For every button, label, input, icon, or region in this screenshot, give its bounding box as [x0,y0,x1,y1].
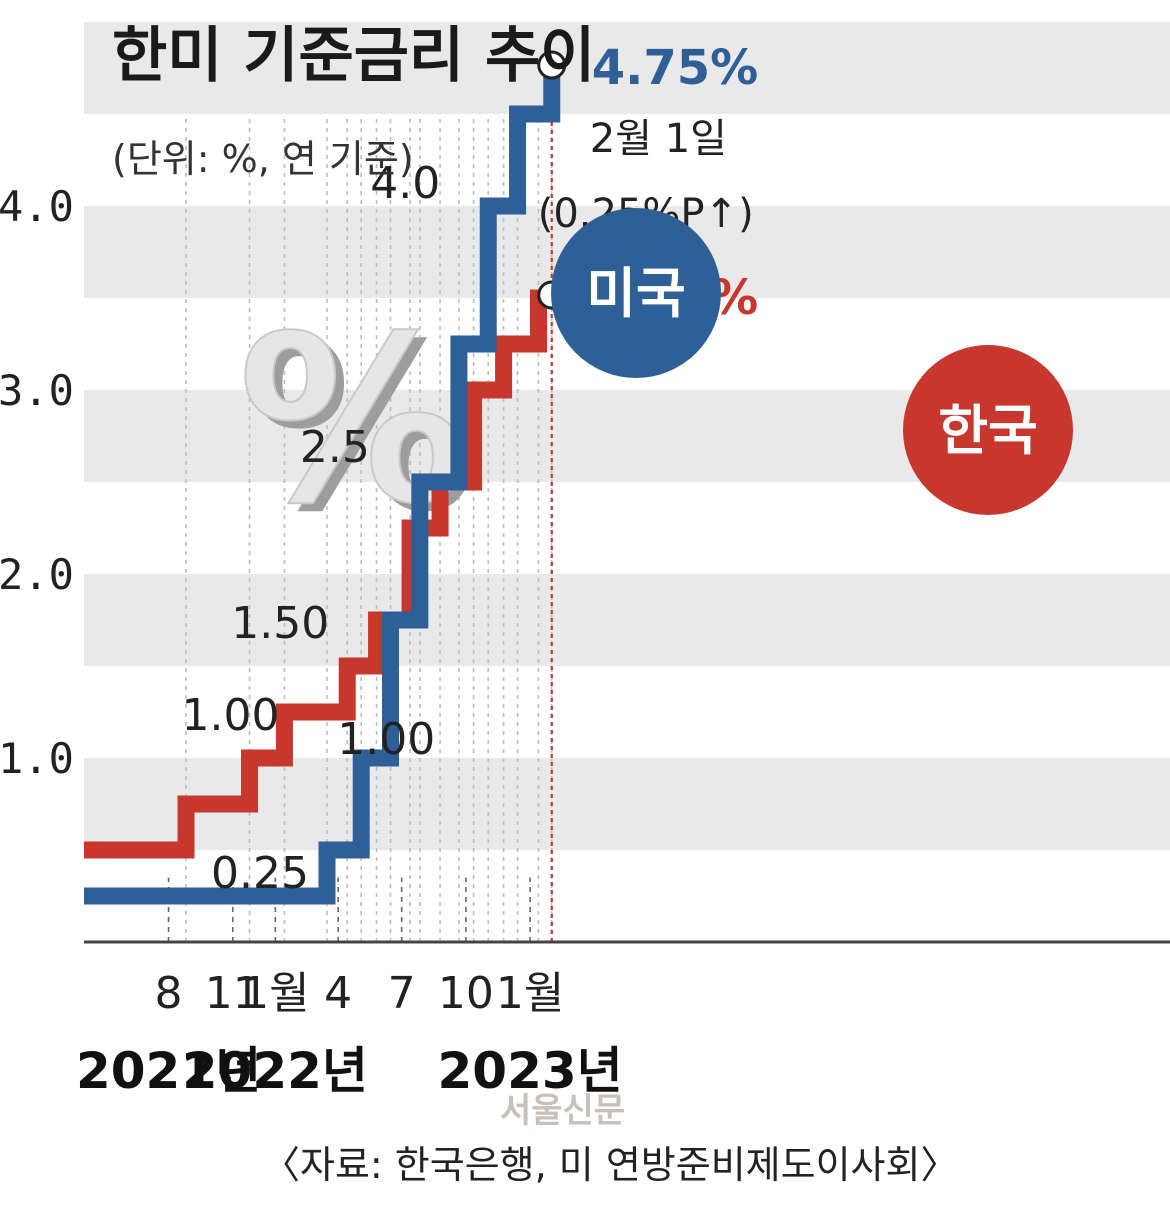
chart-labels: 1.001.500.251.002.54.04.75%3.50%2월 1일(0.… [182,40,1073,899]
badge-label: 미국 [586,262,685,325]
unit-label: (단위: %, 연 기준) [112,137,414,181]
y-tick-label: 1.0 [0,734,74,783]
x-tick-label: 7 [388,968,416,1019]
badge-label: 한국 [938,399,1037,462]
source-text: 〈자료: 한국은행, 미 연방준비제도이사회〉 [262,1143,958,1187]
percent-symbol: % [238,288,468,555]
value-label: 4.0 [370,158,440,209]
latest-marker [537,50,567,80]
x-tick-label: 1월 [241,968,309,1019]
chart-title: 한미 기준금리 추이 [112,21,595,91]
grid-band [84,758,1170,850]
value-label: 2.5 [300,422,370,473]
y-tick-label: 2.0 [0,550,74,599]
grid-band [84,574,1170,666]
badge-circle [551,208,721,378]
series-lines [84,68,561,905]
year-label: 2022년 [183,1042,368,1100]
x-tick-label: 8 [155,968,183,1019]
year-label: 2023년 [438,1042,623,1100]
x-tick-label: 1월 [496,968,564,1019]
value-label: 0.25 [211,848,309,899]
y-tick-label: 3.0 [0,366,74,415]
y-tick-label: 4.0 [0,182,74,231]
x-tick-label: 10 [438,968,494,1019]
x-tick-label: 4 [324,968,352,1019]
latest-date-note: 2월 1일 [590,116,727,162]
badge-circle [903,345,1073,515]
value-label: 1.00 [337,714,435,765]
year-label: 2021년 [76,1042,261,1100]
latest-value-label: 4.75% [592,40,759,96]
watermark: 서울신문 [500,1091,625,1131]
value-label: 1.00 [182,690,280,741]
value-label: 1.50 [231,598,329,649]
grid-band [84,22,1170,114]
series-line-us [84,68,561,905]
x-tick-label: 11 [205,968,261,1019]
